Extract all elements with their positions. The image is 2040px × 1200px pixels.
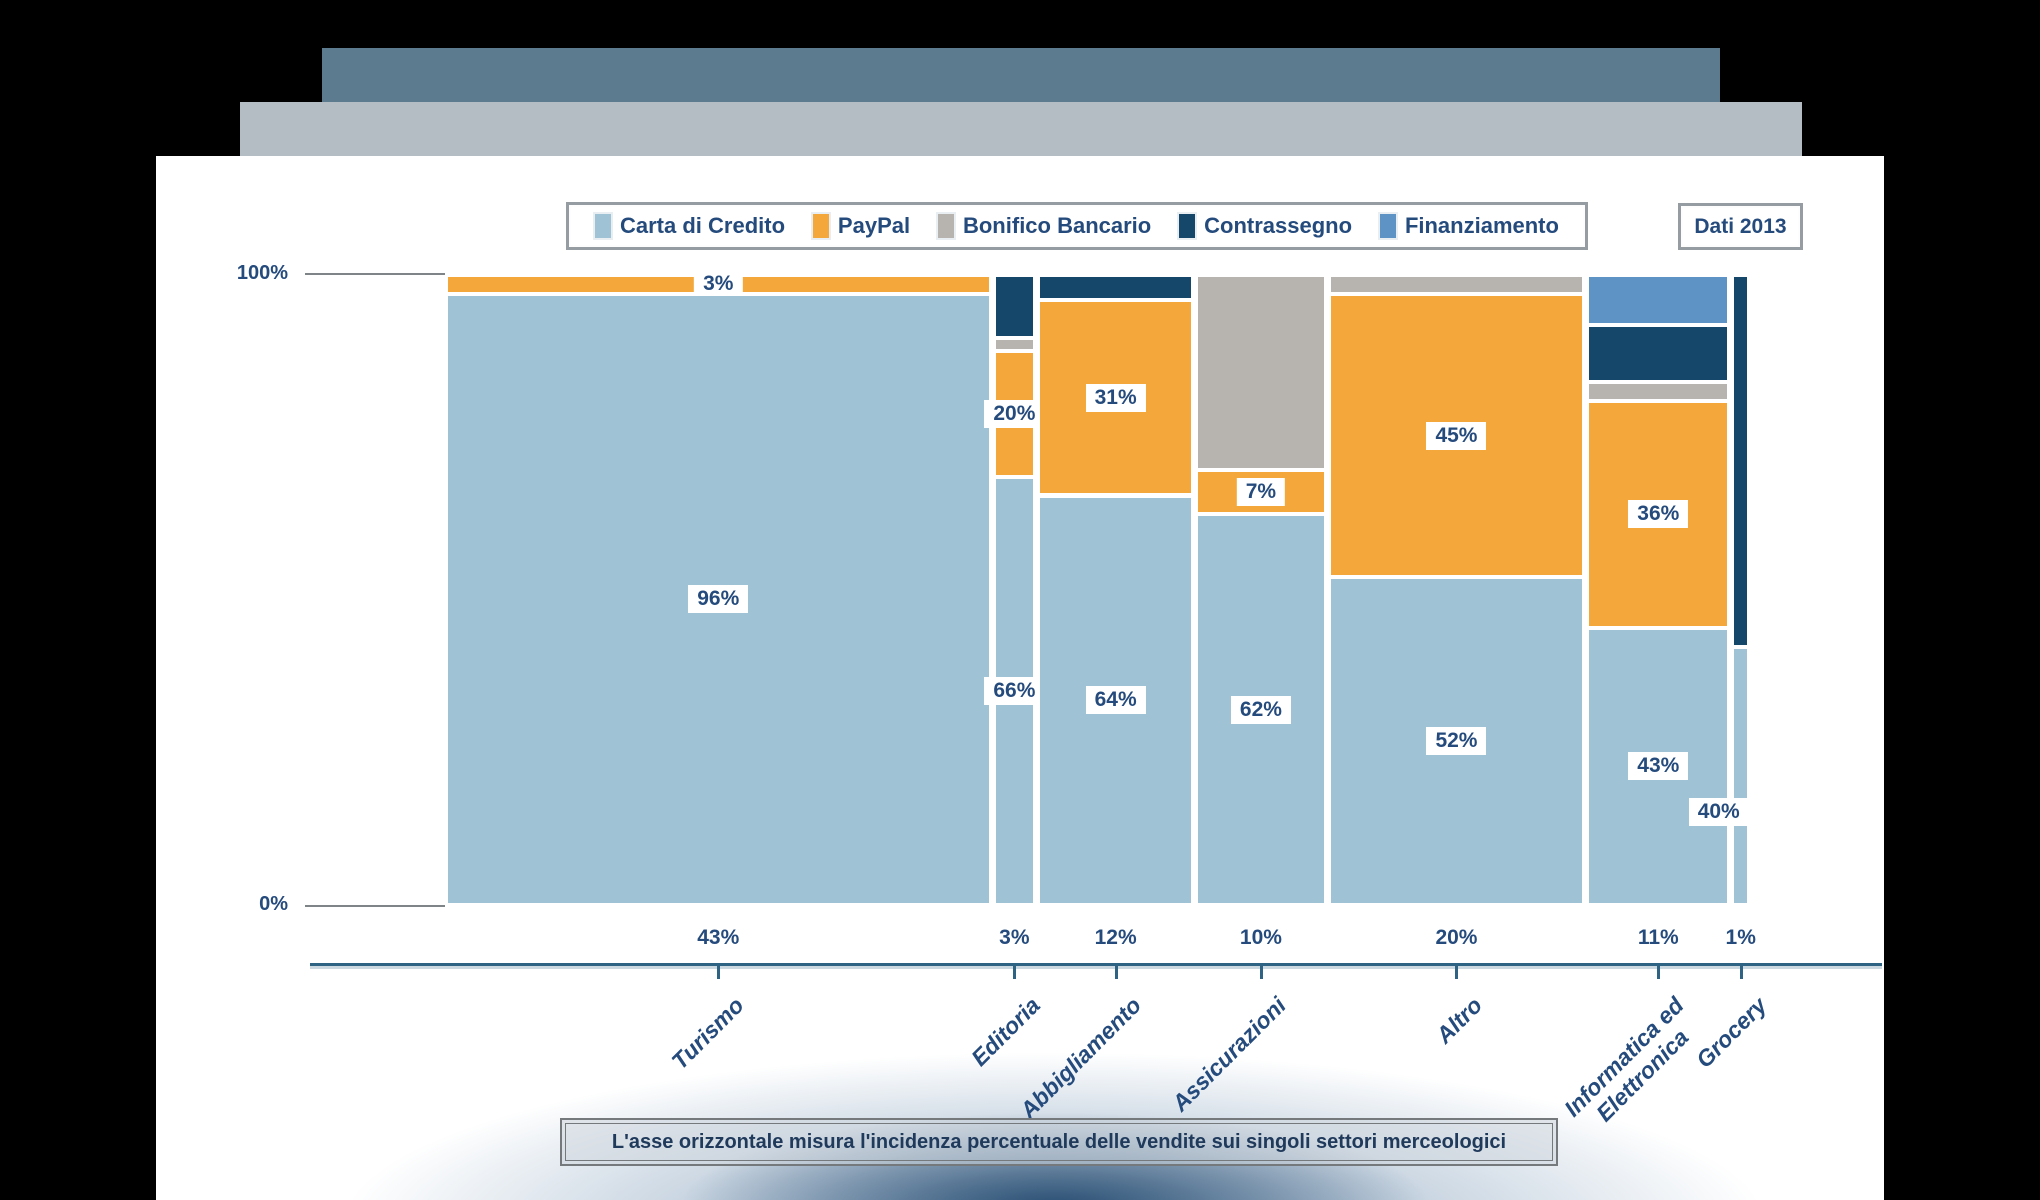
legend-swatch-bonifico-bancario: [937, 214, 954, 238]
segment-value-label-altro-carta-di-credito: 52%: [1426, 727, 1487, 756]
segment-value-label-assicurazioni-carta-di-credito: 62%: [1230, 695, 1291, 724]
column-share-label-grocery: 1%: [1725, 926, 1756, 949]
stacked-slide-back: [322, 48, 1720, 102]
legend-item-carta-di-credito: Carta di Credito: [595, 213, 785, 239]
segment-assicurazioni-bonifico-bancario: [1198, 277, 1324, 469]
segment-abbigliamento-contrassegno: [1040, 277, 1192, 299]
legend-swatch-finanziamento: [1379, 214, 1396, 238]
x-axis-line: [310, 963, 1882, 966]
x-axis-tick-assicurazioni: [1259, 966, 1263, 979]
legend-label: Carta di Credito: [620, 213, 786, 238]
axis-caption-box: L'asse orizzontale misura l'incidenza pe…: [560, 1118, 1558, 1166]
column-share-label-editoria: 3%: [999, 926, 1030, 949]
segment-value-label-grocery-carta-di-credito: 40%: [1688, 797, 1749, 826]
segment-grocery-contrassegno: [1734, 277, 1747, 645]
axis-caption-text: L'asse orizzontale misura l'incidenza pe…: [565, 1123, 1553, 1161]
y-axis-label-0: 0%: [259, 893, 288, 915]
segment-informatica-ed-elettronica-contrassegno: [1589, 327, 1728, 381]
x-axis-tick-informatica-ed-elettronica: [1657, 966, 1661, 979]
y-axis-tick-0: [305, 905, 445, 907]
legend-item-finanziamento: Finanziamento: [1379, 213, 1559, 239]
column-share-label-assicurazioni: 10%: [1239, 926, 1282, 949]
legend-swatch-carta-di-credito: [595, 214, 611, 238]
segment-value-label-editoria-carta-di-credito: 66%: [984, 676, 1045, 705]
segment-editoria-bonifico-bancario: [995, 340, 1034, 349]
legend-item-contrassegno: Contrassegno: [1179, 213, 1352, 239]
segment-value-label-turismo-carta-di-credito: 96%: [688, 585, 749, 614]
column-share-label-abbigliamento: 12%: [1094, 926, 1137, 949]
segment-value-label-informatica-ed-elettronica-carta-di-credito: 43%: [1628, 752, 1689, 781]
y-axis-label-100: 100%: [236, 262, 288, 284]
segment-value-label-abbigliamento-paypal: 31%: [1085, 383, 1146, 412]
segment-informatica-ed-elettronica-bonifico-bancario: [1589, 384, 1728, 399]
data-year-badge: Dati 2013: [1678, 203, 1803, 250]
segment-value-label-informatica-ed-elettronica-paypal: 36%: [1628, 500, 1689, 529]
legend-item-bonifico-bancario: Bonifico Bancario: [937, 213, 1152, 239]
segment-editoria-contrassegno: [995, 277, 1034, 336]
x-axis-tick-turismo: [717, 966, 721, 979]
x-axis-tick-grocery: [1739, 966, 1743, 979]
x-axis-tick-abbigliamento: [1114, 966, 1118, 979]
segment-value-label-abbigliamento-carta-di-credito: 64%: [1085, 686, 1146, 715]
legend-label: Finanziamento: [1404, 213, 1559, 238]
column-share-label-informatica-ed-elettronica: 11%: [1637, 926, 1679, 949]
stacked-slide-mid: [240, 102, 1802, 156]
column-share-label-altro: 20%: [1435, 926, 1478, 949]
legend-label: Contrassegno: [1204, 213, 1353, 238]
legend-swatch-paypal: [812, 214, 829, 238]
segment-altro-bonifico-bancario: [1330, 277, 1583, 292]
segment-value-label-altro-paypal: 45%: [1426, 421, 1487, 450]
segment-value-label-turismo-paypal: 3%: [694, 270, 743, 299]
x-axis-tick-altro: [1455, 966, 1459, 979]
legend-label: Bonifico Bancario: [962, 213, 1152, 238]
y-axis-tick-100: [305, 273, 445, 275]
column-share-label-turismo: 43%: [697, 926, 740, 949]
segment-value-label-assicurazioni-paypal: 7%: [1236, 478, 1286, 507]
legend-swatch-contrassegno: [1179, 214, 1196, 238]
legend-item-paypal: PayPal: [812, 213, 911, 239]
segment-informatica-ed-elettronica-finanziamento: [1589, 277, 1728, 324]
segment-grocery-carta-di-credito: [1734, 648, 1747, 903]
legend-label: PayPal: [837, 213, 911, 238]
x-axis-tick-editoria: [1013, 966, 1017, 979]
segment-value-label-editoria-paypal: 20%: [984, 399, 1045, 428]
chart-legend: Carta di Credito PayPal Bonifico Bancario C…: [566, 202, 1588, 250]
mosaic-plot-area: 3% 96% 20% 66% 31% 64% 7% 62% 45% 52% 36% 43% 40%: [448, 270, 1749, 905]
